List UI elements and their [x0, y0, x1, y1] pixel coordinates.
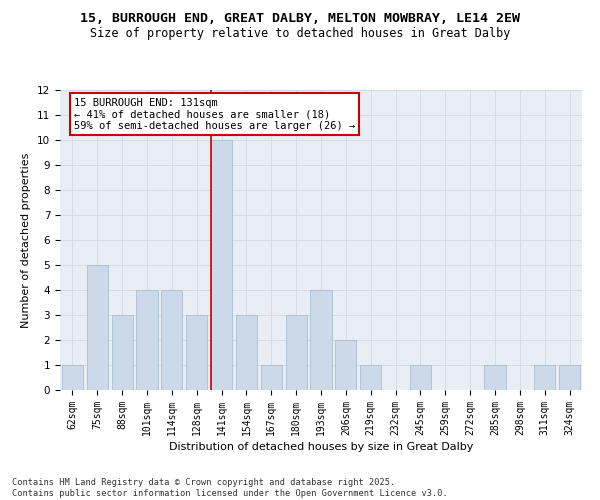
- Bar: [360, 365, 381, 390]
- Bar: [112, 315, 133, 390]
- Bar: [335, 340, 356, 390]
- Text: 15 BURROUGH END: 131sqm
← 41% of detached houses are smaller (18)
59% of semi-de: 15 BURROUGH END: 131sqm ← 41% of detache…: [74, 98, 355, 130]
- Bar: [410, 365, 431, 390]
- Bar: [310, 290, 332, 390]
- Bar: [261, 365, 282, 390]
- Bar: [136, 290, 158, 390]
- Text: Size of property relative to detached houses in Great Dalby: Size of property relative to detached ho…: [90, 28, 510, 40]
- Y-axis label: Number of detached properties: Number of detached properties: [22, 152, 31, 328]
- Bar: [211, 140, 232, 390]
- Bar: [534, 365, 555, 390]
- Bar: [161, 290, 182, 390]
- Text: 15, BURROUGH END, GREAT DALBY, MELTON MOWBRAY, LE14 2EW: 15, BURROUGH END, GREAT DALBY, MELTON MO…: [80, 12, 520, 26]
- Text: Contains HM Land Registry data © Crown copyright and database right 2025.
Contai: Contains HM Land Registry data © Crown c…: [12, 478, 448, 498]
- Bar: [87, 265, 108, 390]
- Bar: [62, 365, 83, 390]
- X-axis label: Distribution of detached houses by size in Great Dalby: Distribution of detached houses by size …: [169, 442, 473, 452]
- Bar: [236, 315, 257, 390]
- Bar: [286, 315, 307, 390]
- Bar: [186, 315, 207, 390]
- Bar: [484, 365, 506, 390]
- Bar: [559, 365, 580, 390]
